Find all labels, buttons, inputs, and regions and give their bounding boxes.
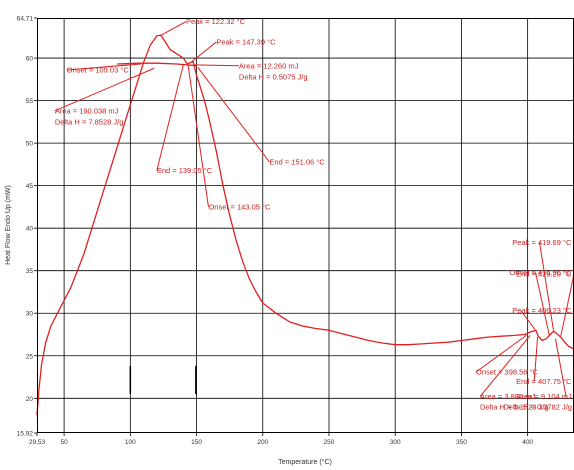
annotation-leader-end1	[156, 64, 184, 171]
annotation-leader-end2	[197, 67, 270, 163]
annotation-labels: Peak = 122.32 °C Peak = 147.39 °C Area = 1…	[55, 17, 572, 411]
annotation-onset1: Onset = 109.03 °C	[67, 66, 130, 75]
annotation-leader-onset2	[187, 63, 209, 208]
annotation-leader-onset4	[535, 272, 550, 337]
x-axis-title: Temperature (°C)	[278, 458, 332, 466]
annotation-area3: Area = 3.886 mJ	[480, 392, 535, 401]
annotation-leader-area3	[479, 335, 531, 397]
y-tick-label: 35	[26, 268, 34, 275]
annotation-area2: Area = 12.260 mJ	[239, 61, 299, 70]
annotation-end2: End = 151.06 °C	[269, 157, 325, 166]
annotation-delta1: Delta H = 7.8528 J/g	[55, 117, 124, 126]
baseline-line	[117, 62, 197, 67]
annotation-leader-peak2	[191, 41, 217, 62]
y-tick-label: 20	[26, 396, 34, 403]
y-tick-label: 64,71	[17, 16, 34, 23]
heat-flow-curve	[36, 34, 574, 416]
x-tick-label: 400	[522, 439, 533, 446]
y-tick-label: 60	[26, 56, 34, 63]
annotation-end4: End = 425.20 °C	[516, 270, 572, 279]
grid-lines	[37, 18, 574, 433]
annotation-peak4: Peak = 419.69 °C	[512, 238, 572, 247]
annotation-leader-area1	[54, 67, 155, 112]
annotation-delta3: Delta H = 0.1523 J/g	[480, 402, 549, 411]
annotation-leader-onset1	[66, 63, 141, 71]
data-series	[36, 34, 574, 416]
y-tick-label: 15,92	[17, 431, 34, 438]
annotation-delta4: Delta H = 0.3782 J/g	[503, 402, 572, 411]
annotation-markers	[129, 365, 197, 395]
x-tick-label: 250	[324, 439, 335, 446]
x-tick-label: 100	[125, 439, 136, 446]
x-tick-label: 50	[60, 439, 68, 446]
y-tick-label: 40	[26, 226, 34, 233]
y-tick-label: 25	[26, 353, 34, 360]
annotation-leader-end3	[533, 337, 539, 382]
x-tick-label: 150	[191, 439, 202, 446]
annotation-onset4: Onset = 416.96 °C	[509, 268, 572, 277]
y-tick-label: 30	[26, 311, 34, 318]
annotation-leader-peak1	[159, 21, 187, 37]
annotation-peak3: Peak = 406.23 °C	[512, 306, 572, 315]
y-tick-label: 45	[26, 183, 34, 190]
annotation-leader-peak3	[520, 310, 536, 330]
annotation-leader-peak4	[539, 242, 554, 331]
y-tick-label: 50	[26, 141, 34, 148]
x-tick-label: 350	[456, 439, 467, 446]
annotation-end1: End = 139.05 °C	[157, 166, 213, 175]
annotation-peak1: Peak = 122.32 °C	[186, 17, 246, 26]
annotation-area4: Area = 9.104 mJ	[517, 392, 572, 401]
annotation-area1: Area = 190.038 mJ	[55, 106, 119, 115]
annotation-onset2: Onset = 143.05 °C	[208, 202, 271, 211]
annotation-delta2: Delta H = 0.5075 J/g	[239, 72, 308, 81]
annotation-peak2: Peak = 147.39 °C	[216, 37, 276, 46]
annotation-leader-lines	[54, 21, 574, 397]
x-tick-label: 200	[257, 439, 268, 446]
annotation-leader-area2	[193, 64, 239, 67]
x-tick-label: 300	[390, 439, 401, 446]
annotation-leader-end4	[560, 274, 574, 337]
x-tick-label: 29,53	[29, 439, 46, 446]
annotation-onset3: Onset = 398.56 °C	[476, 367, 539, 376]
y-tick-label: 55	[26, 98, 34, 105]
y-axis-title: Heat Flow Endo Up (mW)	[5, 185, 12, 265]
annotation-leader-onset3	[475, 334, 527, 373]
axis-ticks: 29,53 50 100 150 200 250 300 350 400 15,92 20 25 30 3…	[17, 16, 534, 447]
annotation-end3: End = 407.75 °C	[516, 377, 572, 386]
annotation-leader-area4	[554, 338, 567, 397]
